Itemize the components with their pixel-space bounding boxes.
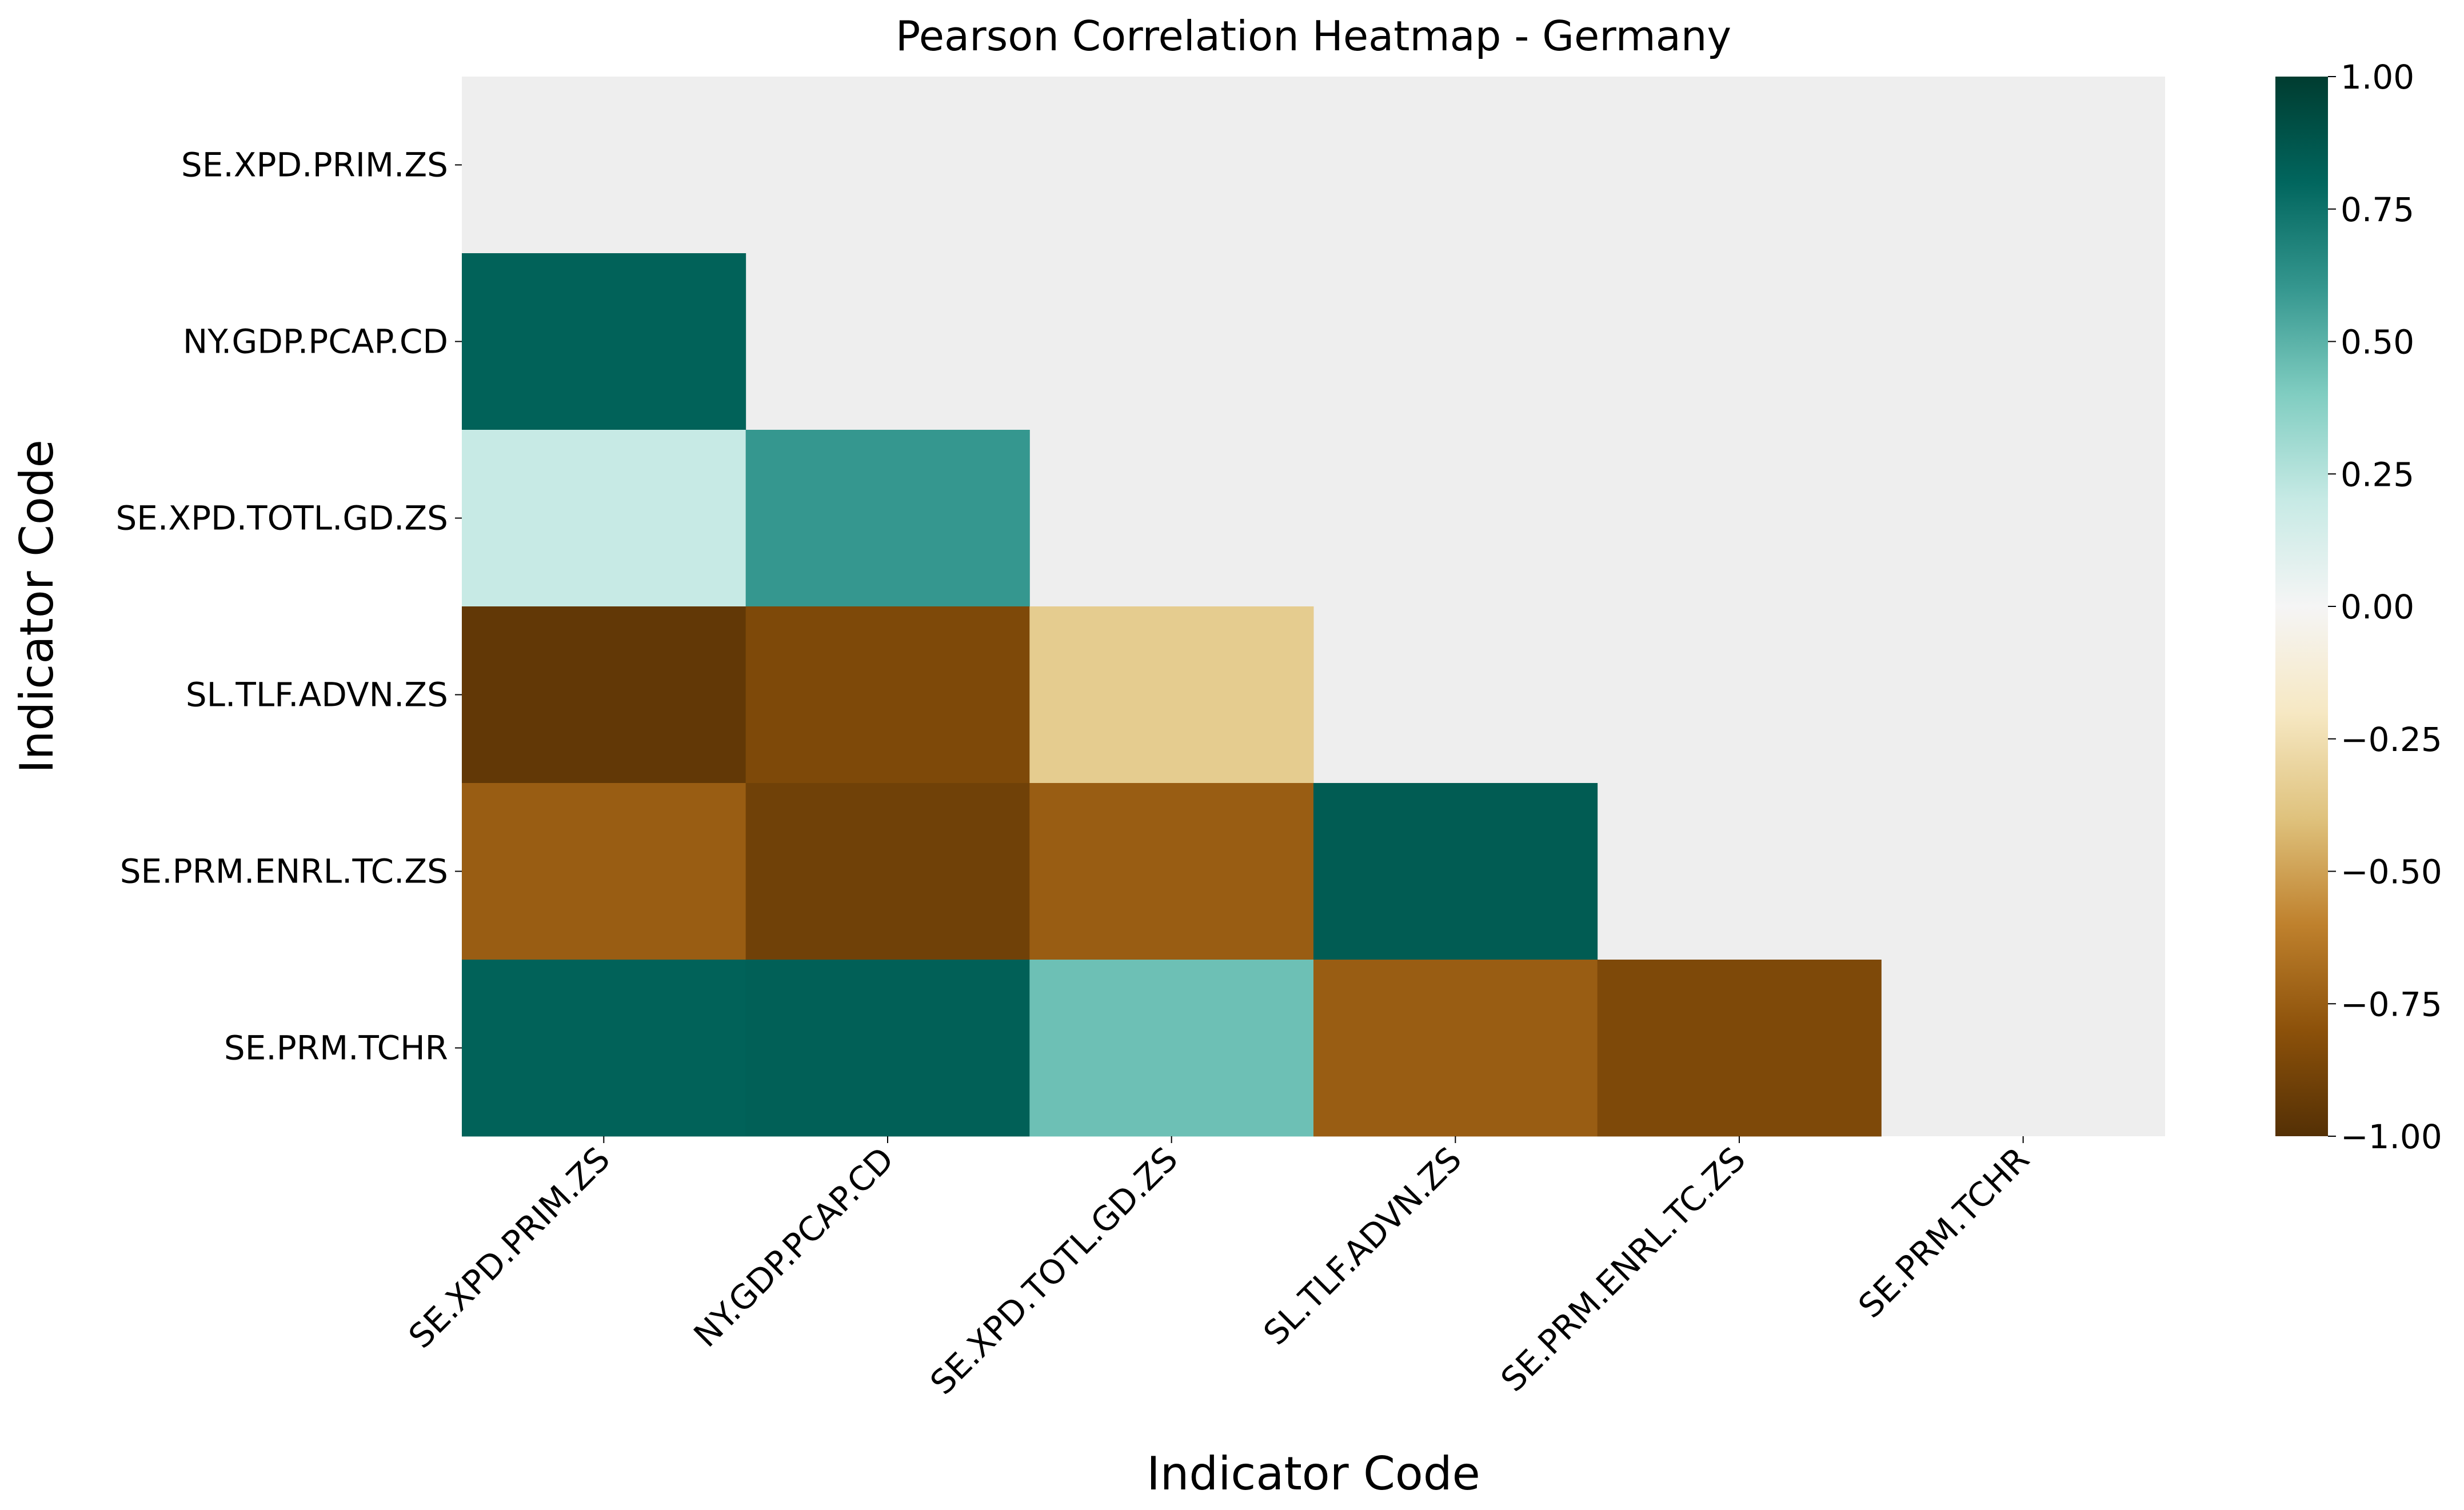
heatmap-cell [1313,783,1598,960]
x-tick-label: SL.TLF.ADVN.ZS [1256,1140,1469,1353]
heatmap-cells [462,253,1882,1137]
colorbar-tick-label: 1.00 [2341,58,2414,97]
colorbar-tick-label: −1.00 [2341,1117,2442,1156]
y-tick-label: SE.XPD.TOTL.GD.ZS [115,499,448,538]
colorbar-tick-label: 0.75 [2341,190,2414,229]
y-tick-label: SE.PRM.TCHR [224,1029,448,1068]
heatmap-cell [1313,960,1598,1137]
colorbar-ticks: −1.00 −0.75 −0.50 −0.25 0.00 0.25 0.50 0.75 1.00 [2328,58,2442,1156]
colorbar-tick-label: 0.50 [2341,323,2414,362]
heatmap-cell [462,253,746,430]
colorbar-tick-label: −0.25 [2341,720,2442,759]
x-tick-label: SE.PRM.ENRL.TC.ZS [1493,1140,1753,1399]
heatmap-cell [745,960,1030,1137]
x-tick-label: SE.XPD.PRIM.ZS [401,1140,617,1356]
heatmap-cell [745,606,1030,784]
heatmap-cell [1029,960,1314,1137]
y-axis-ticks: SE.XPD.PRIM.ZS NY.GDP.PCAP.CD SE.XPD.TOTL.… [115,146,462,1068]
y-tick-label: NY.GDP.PCAP.CD [183,322,448,361]
heatmap-cell [462,430,746,607]
x-tick-label: SE.XPD.TOTL.GD.ZS [922,1140,1185,1402]
heatmap-cell [745,430,1030,607]
x-axis-label: Indicator Code [1147,1447,1480,1500]
heatmap-cell [462,960,746,1137]
y-axis-label: Indicator Code [10,440,63,773]
y-tick-label: SL.TLF.ADVN.ZS [186,676,448,714]
colorbar [2275,77,2328,1136]
heatmap-cell [745,783,1030,960]
heatmap-cell [462,606,746,784]
heatmap-cell [1029,783,1314,960]
chart-title: Pearson Correlation Heatmap - Germany [896,12,1731,60]
heatmap-cell [1597,960,1882,1137]
heatmap-cell [462,783,746,960]
heatmap-cell [1029,606,1314,784]
x-axis-ticks: SE.XPD.PRIM.ZS NY.GDP.PCAP.CD SE.XPD.TOTL.… [401,1136,2037,1402]
colorbar-tick-label: −0.75 [2341,985,2442,1024]
y-tick-label: SE.XPD.PRIM.ZS [181,146,448,185]
colorbar-tick-label: 0.00 [2341,588,2414,626]
colorbar-tick-label: −0.50 [2341,853,2442,892]
colorbar-tick-label: 0.25 [2341,455,2414,494]
x-tick-label: NY.GDP.PCAP.CD [686,1140,901,1355]
x-tick-label: SE.PRM.TCHR [1851,1140,2036,1325]
y-tick-label: SE.PRM.ENRL.TC.ZS [120,852,448,891]
